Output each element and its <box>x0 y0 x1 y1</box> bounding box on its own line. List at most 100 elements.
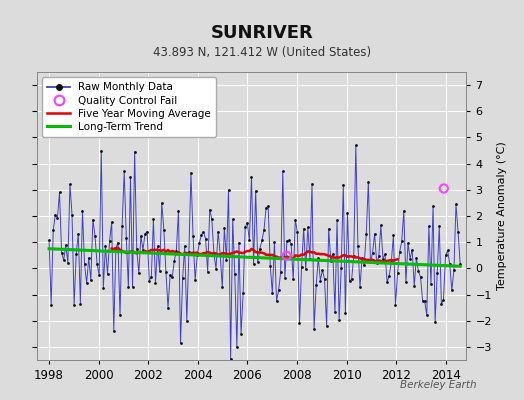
Point <box>383 279 391 285</box>
Point <box>343 210 352 216</box>
Point <box>220 225 228 231</box>
Text: Berkeley Earth: Berkeley Earth <box>400 380 477 390</box>
Point <box>268 290 277 296</box>
Point <box>182 318 191 324</box>
Point <box>308 181 316 187</box>
Point <box>282 252 291 259</box>
Point <box>195 240 203 246</box>
Point <box>427 281 435 287</box>
Point <box>440 185 448 192</box>
Point <box>53 215 62 221</box>
Point <box>404 240 412 246</box>
Point <box>358 254 366 261</box>
Point <box>381 251 389 258</box>
Point <box>241 224 249 230</box>
Point <box>320 276 329 282</box>
Point <box>99 284 107 291</box>
Point <box>262 204 270 211</box>
Point <box>82 280 91 286</box>
Point <box>287 241 296 247</box>
Point <box>201 236 210 242</box>
Point <box>412 254 421 261</box>
Point <box>130 148 139 155</box>
Point <box>396 249 404 255</box>
Point <box>310 325 318 332</box>
Point <box>226 356 235 362</box>
Point <box>174 208 183 214</box>
Text: SUNRIVER: SUNRIVER <box>211 24 313 42</box>
Point <box>316 277 324 284</box>
Point <box>410 283 419 289</box>
Point <box>293 229 302 235</box>
Point <box>76 300 84 307</box>
Point <box>112 245 120 252</box>
Point <box>398 238 406 244</box>
Point <box>239 290 247 296</box>
Point <box>233 344 241 350</box>
Point <box>387 259 396 266</box>
Point <box>366 258 375 265</box>
Point <box>62 242 70 248</box>
Point <box>116 312 124 319</box>
Point <box>143 228 151 235</box>
Point <box>97 147 105 154</box>
Point <box>437 301 445 307</box>
Point <box>347 276 356 282</box>
Point <box>245 237 254 244</box>
Point <box>214 228 222 235</box>
Point <box>101 243 110 250</box>
Point <box>120 168 128 175</box>
Point <box>139 246 147 253</box>
Point <box>362 231 370 237</box>
Point <box>454 228 462 235</box>
Point <box>243 220 252 226</box>
Point <box>252 188 260 194</box>
Point <box>189 233 197 240</box>
Point <box>345 278 354 285</box>
Point <box>270 239 279 246</box>
Point <box>231 271 239 278</box>
Point <box>133 246 141 252</box>
Point <box>277 269 285 275</box>
Point <box>314 255 322 261</box>
Point <box>417 274 425 280</box>
Point <box>187 170 195 176</box>
Point <box>272 298 281 304</box>
Point <box>58 250 66 256</box>
Point <box>266 263 275 269</box>
Point <box>256 246 264 252</box>
Point <box>135 270 143 277</box>
Point <box>291 216 300 223</box>
Point <box>324 226 333 232</box>
Point <box>254 259 262 266</box>
Point <box>72 251 80 257</box>
Point <box>408 247 417 253</box>
Point <box>216 251 224 258</box>
Point <box>179 275 187 282</box>
Point <box>331 309 339 315</box>
Point <box>160 226 168 233</box>
Point <box>275 287 283 294</box>
Point <box>370 231 379 237</box>
Point <box>429 203 437 210</box>
Point <box>391 302 400 308</box>
Point <box>364 179 373 185</box>
Point <box>298 264 306 270</box>
Point <box>414 268 423 274</box>
Point <box>285 237 293 244</box>
Point <box>103 271 112 277</box>
Point <box>439 296 447 303</box>
Point <box>118 222 126 229</box>
Point <box>422 312 431 318</box>
Point <box>184 249 193 255</box>
Point <box>296 319 304 326</box>
Point <box>158 200 166 206</box>
Point <box>356 284 364 290</box>
Point <box>91 233 99 239</box>
Point <box>379 255 387 262</box>
Point <box>279 168 287 175</box>
Point <box>452 201 460 208</box>
Point <box>264 203 272 210</box>
Point <box>105 238 114 244</box>
Point <box>305 256 314 262</box>
